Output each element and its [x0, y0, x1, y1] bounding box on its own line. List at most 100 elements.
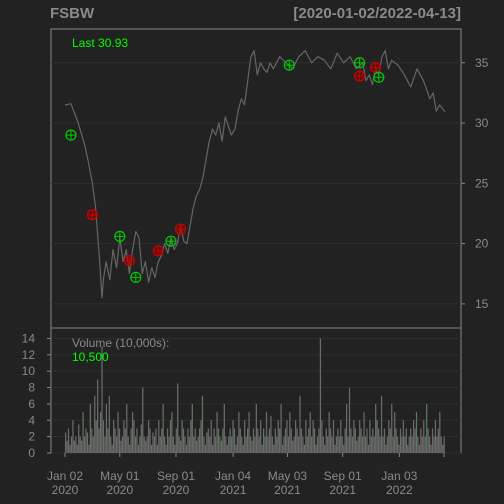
x-tick-label-year: 2020 — [163, 483, 190, 497]
volume-bar — [284, 428, 287, 453]
volume-bar — [274, 428, 276, 453]
volume-bar — [362, 436, 364, 453]
volume-bar — [142, 387, 144, 453]
volume-bar — [238, 412, 240, 453]
volume-bar — [360, 428, 362, 453]
volume-bar — [346, 403, 348, 453]
volume-bar — [143, 436, 145, 453]
volume-bar — [200, 420, 202, 453]
volume-bar — [194, 428, 196, 453]
volume-y-tick-label: 6 — [28, 397, 35, 411]
volume-bar — [124, 428, 126, 453]
volume-bar — [380, 395, 383, 453]
volume-bar — [245, 436, 247, 453]
volume-bar — [67, 428, 70, 453]
price-panel-frame — [50, 28, 462, 329]
volume-bar — [391, 403, 393, 453]
x-tick-label-year: 2022 — [386, 483, 413, 497]
volume-bar — [252, 428, 255, 453]
volume-bar — [169, 420, 172, 453]
volume-bar — [213, 428, 215, 453]
volume-bar — [356, 440, 358, 453]
volume-bar — [233, 428, 236, 453]
volume-bar — [196, 440, 198, 453]
volume-bar — [313, 428, 316, 453]
volume-bar — [85, 428, 87, 453]
volume-bar — [149, 428, 151, 453]
volume-bar — [210, 420, 212, 453]
volume-bar — [139, 436, 141, 453]
volume-bar — [236, 436, 239, 453]
volume-bar — [203, 436, 205, 453]
volume-bar — [146, 436, 148, 453]
x-tick-label-date: Jan 02 — [47, 469, 83, 483]
volume-bar — [78, 424, 80, 453]
volume-bar — [75, 436, 77, 453]
volume-bar — [410, 428, 412, 453]
volume-bar — [420, 428, 422, 453]
volume-bar — [340, 420, 342, 453]
volume-bar — [114, 428, 116, 453]
volume-bar — [293, 436, 295, 453]
volume-y-tick-label: 2 — [28, 430, 35, 444]
volume-bar — [394, 412, 396, 453]
volume-bar — [177, 383, 179, 453]
x-tick-label-date: May 01 — [100, 469, 140, 483]
x-tick-label-year: 2020 — [106, 483, 133, 497]
volume-bar — [343, 444, 345, 453]
volume-bar — [83, 436, 86, 453]
volume-bar — [386, 436, 388, 453]
volume-bar — [219, 436, 221, 453]
volume-bar — [382, 436, 384, 453]
last-price-label: Last 30.93 — [72, 36, 128, 50]
volume-bar — [150, 444, 153, 453]
volume-bar — [426, 403, 428, 453]
volume-bar — [222, 428, 224, 453]
volume-bar — [443, 436, 445, 453]
volume-bar — [136, 428, 138, 453]
volume-bar — [65, 432, 67, 453]
volume-bar — [217, 428, 220, 453]
x-tick-label-year: 2021 — [329, 483, 356, 497]
volume-bar — [290, 428, 292, 453]
ticker-symbol: FSBW — [50, 5, 95, 22]
volume-bar — [255, 403, 257, 453]
volume-bar — [347, 436, 349, 453]
volume-bar — [248, 412, 250, 453]
volume-bar — [324, 444, 326, 453]
volume-bar — [193, 436, 195, 453]
volume-bar — [398, 444, 400, 453]
volume-bar — [88, 444, 90, 453]
volume-bar — [389, 428, 391, 453]
volume-bar — [437, 428, 439, 453]
volume-bar — [375, 403, 377, 453]
volume-bar — [337, 428, 339, 453]
volume-bar — [134, 436, 137, 453]
volume-bar — [402, 420, 405, 453]
volume-bar — [363, 412, 365, 453]
volume-bar — [140, 424, 142, 453]
volume-bar — [281, 444, 284, 453]
volume-bar — [181, 420, 183, 453]
volume-bar — [316, 436, 319, 453]
volume-bar — [436, 436, 438, 453]
volume-bar — [98, 428, 100, 453]
volume-bar — [102, 420, 105, 453]
volume-bar — [322, 436, 324, 453]
volume-bar — [254, 436, 256, 453]
volume-bar — [131, 412, 134, 453]
volume-bar — [392, 436, 394, 453]
volume-y-tick-label: 4 — [28, 413, 35, 427]
volume-bar — [328, 412, 330, 453]
volume-bar — [440, 436, 442, 453]
volume-bar — [311, 436, 313, 453]
volume-bar — [378, 428, 380, 453]
volume-bar — [107, 428, 109, 453]
volume-bar — [408, 436, 410, 453]
volume-bar — [430, 444, 432, 453]
volume-bar — [306, 436, 308, 453]
volume-bar — [379, 436, 381, 453]
volume-bar — [242, 444, 244, 453]
volume-bar — [424, 436, 426, 453]
volume-y-tick-label: 14 — [22, 331, 36, 345]
